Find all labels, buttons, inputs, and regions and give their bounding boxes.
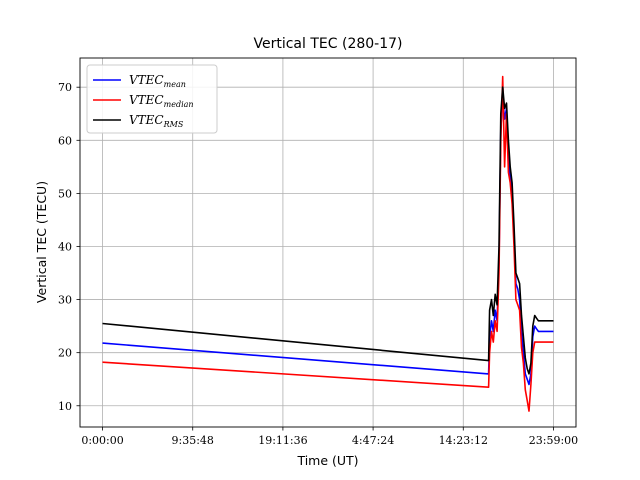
legend-box [86,64,218,134]
legend-label-main: VTEC [129,113,164,127]
grid [80,58,576,427]
legend-label-subscript: mean [164,80,186,89]
y-tick-label: 40 [58,240,72,253]
x-ticks: 0:00:00 9:35:48 19:11:36 4:47:24 14:23:12 23:… [81,427,578,447]
y-axis-label: Vertical TEC (TECU) [34,181,49,303]
x-tick-label: 23:59:00 [529,434,578,447]
series-line-mean [102,97,554,386]
x-axis-label: Time (UT) [296,453,358,468]
x-tick-label: 4:47:24 [352,434,394,447]
legend-label: VTECmean [129,73,186,89]
plot-frame [79,57,577,428]
legend-label-subscript: RMS [163,120,184,129]
y-tick-label: 60 [58,134,72,147]
series-line-rms [102,86,554,375]
x-tick-label: 14:23:12 [439,434,488,447]
y-tick-label: 10 [58,400,72,413]
y-tick-label: 70 [58,81,72,94]
y-tick-label: 50 [58,187,72,200]
legend-label: VTECmedian [129,93,194,109]
y-tick-label: 30 [58,294,72,307]
x-tick-label: 19:11:36 [258,434,307,447]
legend-label-main: VTEC [129,93,164,107]
y-ticks: 10 20 30 40 50 60 70 [58,81,80,413]
chart-title: Vertical TEC (280-17) [254,36,403,52]
series-lines [102,75,554,412]
y-tick-label: 20 [58,347,72,360]
x-tick-label: 9:35:48 [172,434,214,447]
legend-label-main: VTEC [129,73,164,87]
legend-label: VTECRMS [129,113,184,129]
legend-label-subscript: median [164,100,194,109]
x-tick-label: 0:00:00 [81,434,123,447]
series-line-median [102,75,554,412]
